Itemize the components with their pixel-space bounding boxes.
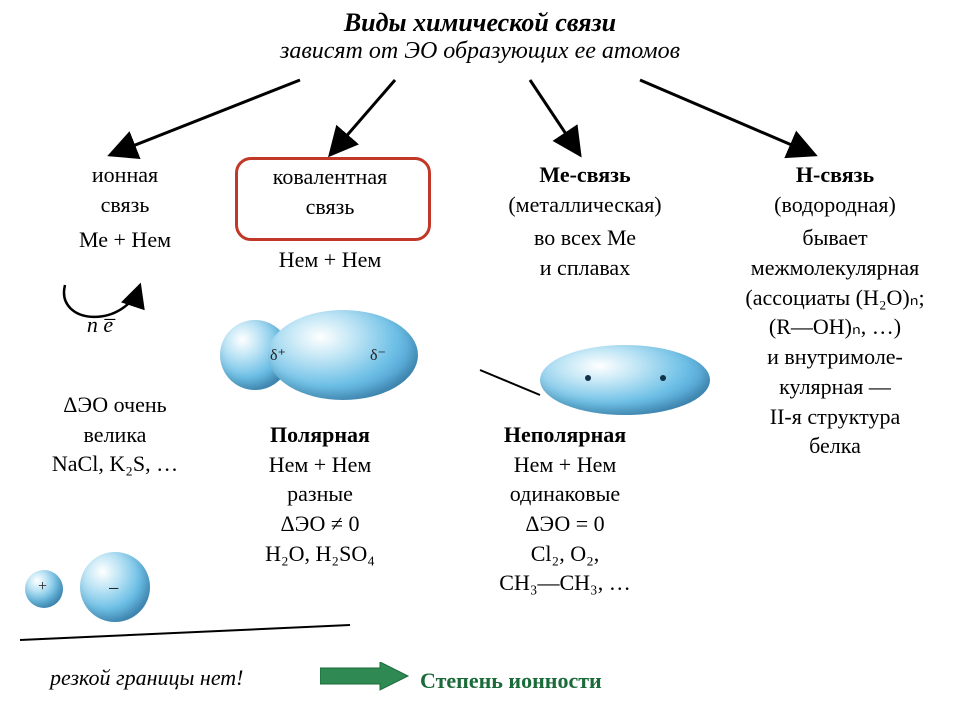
nonpolar-shape — [540, 345, 710, 415]
diagram-canvas: Виды химической связи зависят от ЭО обра… — [0, 0, 960, 720]
bottom-note: резкой границы нет! — [50, 665, 244, 691]
covalent-rule: Нем + Нем — [235, 245, 425, 275]
ionic-examples: NaCl, K₂S, … — [10, 449, 220, 479]
metallic-name-l1: Ме-связь — [470, 160, 700, 190]
h-name-l1: Н-связь — [720, 160, 950, 190]
polar-rule2: разные — [220, 479, 420, 509]
h-detail-l5: и внутримоле- — [720, 342, 950, 372]
ionic-details: ΔЭО очень велика NaCl, K₂S, … — [10, 390, 220, 479]
h-detail-l1: бывает — [720, 223, 950, 253]
ionic-detail-l2: велика — [10, 420, 220, 450]
ionic-electron: n e̅ — [60, 310, 140, 340]
h-detail-l3: (ассоциаты (H₂O)ₙ; — [720, 283, 950, 313]
h-detail-l2: межмолекулярная — [720, 253, 950, 283]
delta-plus: δ⁺ — [270, 345, 286, 365]
col-covalent: ковалентная связь — [235, 162, 425, 221]
green-arrow-icon — [320, 662, 410, 696]
nonpolar-delta: ΔЭО = 0 — [455, 509, 675, 539]
ionic-detail-l1: ΔЭО очень — [10, 390, 220, 420]
covalent-name-l1: ковалентная — [235, 162, 425, 192]
ion-minus-sign: − — [108, 578, 119, 601]
col-metallic: Ме-связь (металлическая) во всех Ме и сп… — [470, 160, 700, 283]
covalent-name-l2: связь — [235, 192, 425, 222]
nonpolar-dot-1 — [585, 375, 591, 381]
polar-block: Полярная Нем + Нем разные ΔЭО ≠ 0 H₂O, H… — [220, 420, 420, 568]
h-detail-l8: белка — [720, 431, 950, 461]
metallic-name-l2: (металлическая) — [470, 190, 700, 220]
h-name-l2: (водородная) — [720, 190, 950, 220]
h-detail-l6: кулярная — — [720, 372, 950, 402]
ion-plus-sign: + — [38, 578, 47, 596]
polar-rule: Нем + Нем — [220, 450, 420, 480]
nonpolar-block: Неполярная Нем + Нем одинаковые ΔЭО = 0 … — [455, 420, 675, 598]
ionic-name-l2: связь — [30, 190, 220, 220]
col-hydrogen: Н-связь (водородная) бывает межмолекуляр… — [720, 160, 950, 461]
metallic-rule-l1: во всех Ме — [470, 223, 700, 253]
ionic-name-l1: ионная — [30, 160, 220, 190]
dipole-large-lobe — [268, 310, 418, 400]
nonpolar-rule2: одинаковые — [455, 479, 675, 509]
nonpolar-dot-2 — [660, 375, 666, 381]
ionic-rule: Ме + Нем — [30, 225, 220, 255]
nonpolar-ex-l2: CH₃—CH₃, … — [455, 568, 675, 598]
polar-examples: H₂O, H₂SO₄ — [220, 539, 420, 569]
polar-delta: ΔЭО ≠ 0 — [220, 509, 420, 539]
polar-title: Полярная — [220, 420, 420, 450]
nonpolar-title: Неполярная — [455, 420, 675, 450]
delta-minus: δ⁻ — [370, 345, 386, 365]
nonpolar-ex-l1: Cl₂, O₂, — [455, 539, 675, 569]
h-detail-l4: (R—OH)ₙ, …) — [720, 312, 950, 342]
col-ionic: ионная связь Ме + Нем — [30, 160, 220, 255]
nonpolar-rule: Нем + Нем — [455, 450, 675, 480]
ionicity-label: Степень ионности — [420, 668, 602, 694]
h-detail-l7: II-я структура — [720, 402, 950, 432]
metallic-rule-l2: и сплавах — [470, 253, 700, 283]
